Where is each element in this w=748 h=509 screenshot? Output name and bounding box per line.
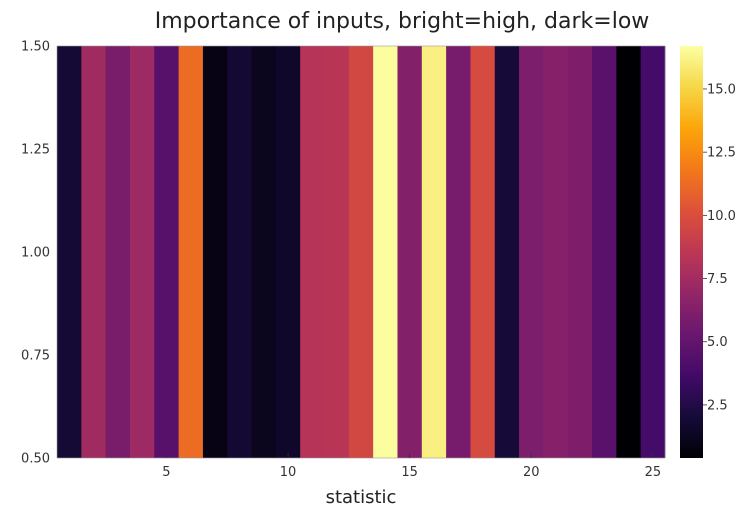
colorbar (680, 46, 703, 458)
y-axis-ticks: 1.50 1.25 1.00 0.75 0.50 (21, 40, 50, 467)
heatmap-cell (105, 46, 131, 458)
heatmap-cell (470, 46, 496, 458)
heatmap-cell (543, 46, 569, 458)
heatmap-cell (640, 46, 666, 458)
colorbar-tick-label: 5.0 (707, 335, 728, 350)
colorbar-tick-label: 12.5 (707, 146, 736, 161)
colorbar-tick-label: 7.5 (707, 272, 728, 287)
heatmap-cell (275, 46, 301, 458)
heatmap-cell (178, 46, 204, 458)
y-tick-label: 0.75 (21, 349, 50, 364)
y-tick-label: 0.50 (21, 452, 50, 467)
plot-frame (56, 45, 666, 459)
heatmap-cell (592, 46, 617, 458)
heatmap-cell (446, 46, 471, 458)
heatmap-cell (616, 46, 642, 458)
heatmap-cell (397, 46, 423, 458)
x-axis-label: statistic (326, 487, 397, 508)
x-tick-label: 5 (162, 465, 170, 480)
y-tick-label: 1.50 (21, 40, 50, 55)
heatmap-cell (567, 46, 593, 458)
x-tick-label: 20 (523, 465, 540, 480)
y-tick-label: 1.25 (21, 143, 50, 158)
x-tick-label: 15 (401, 465, 418, 480)
heatmap-cell (421, 46, 447, 458)
x-axis-ticks: 5 10 15 20 25 (162, 453, 661, 480)
y-tick-label: 1.00 (21, 246, 50, 261)
heatmap-cell (81, 46, 107, 458)
heatmap-cell (227, 46, 252, 458)
heatmap-cell (57, 46, 82, 458)
heatmap-cell (494, 46, 520, 458)
heatmap-cell (348, 46, 374, 458)
colorbar-ticks: 15.0 12.5 10.0 7.5 5.0 2.5 (703, 82, 736, 413)
colorbar-tick-label: 15.0 (707, 82, 736, 97)
heatmap-cell (202, 46, 228, 458)
colorbar-tick-label: 10.0 (707, 209, 736, 224)
heatmap-cell (324, 46, 350, 458)
heatmap-cells (57, 46, 666, 458)
heatmap-cell (373, 46, 398, 458)
heatmap-cell (154, 46, 179, 458)
heatmap-cell (519, 46, 544, 458)
x-tick-label: 25 (645, 465, 662, 480)
heatmap-cell (129, 46, 155, 458)
heatmap-cell (251, 46, 277, 458)
x-tick-label: 10 (280, 465, 297, 480)
heatmap-cell (300, 46, 325, 458)
chart-title: Importance of inputs, bright=high, dark=… (155, 9, 650, 34)
colorbar-tick-label: 2.5 (707, 398, 728, 413)
